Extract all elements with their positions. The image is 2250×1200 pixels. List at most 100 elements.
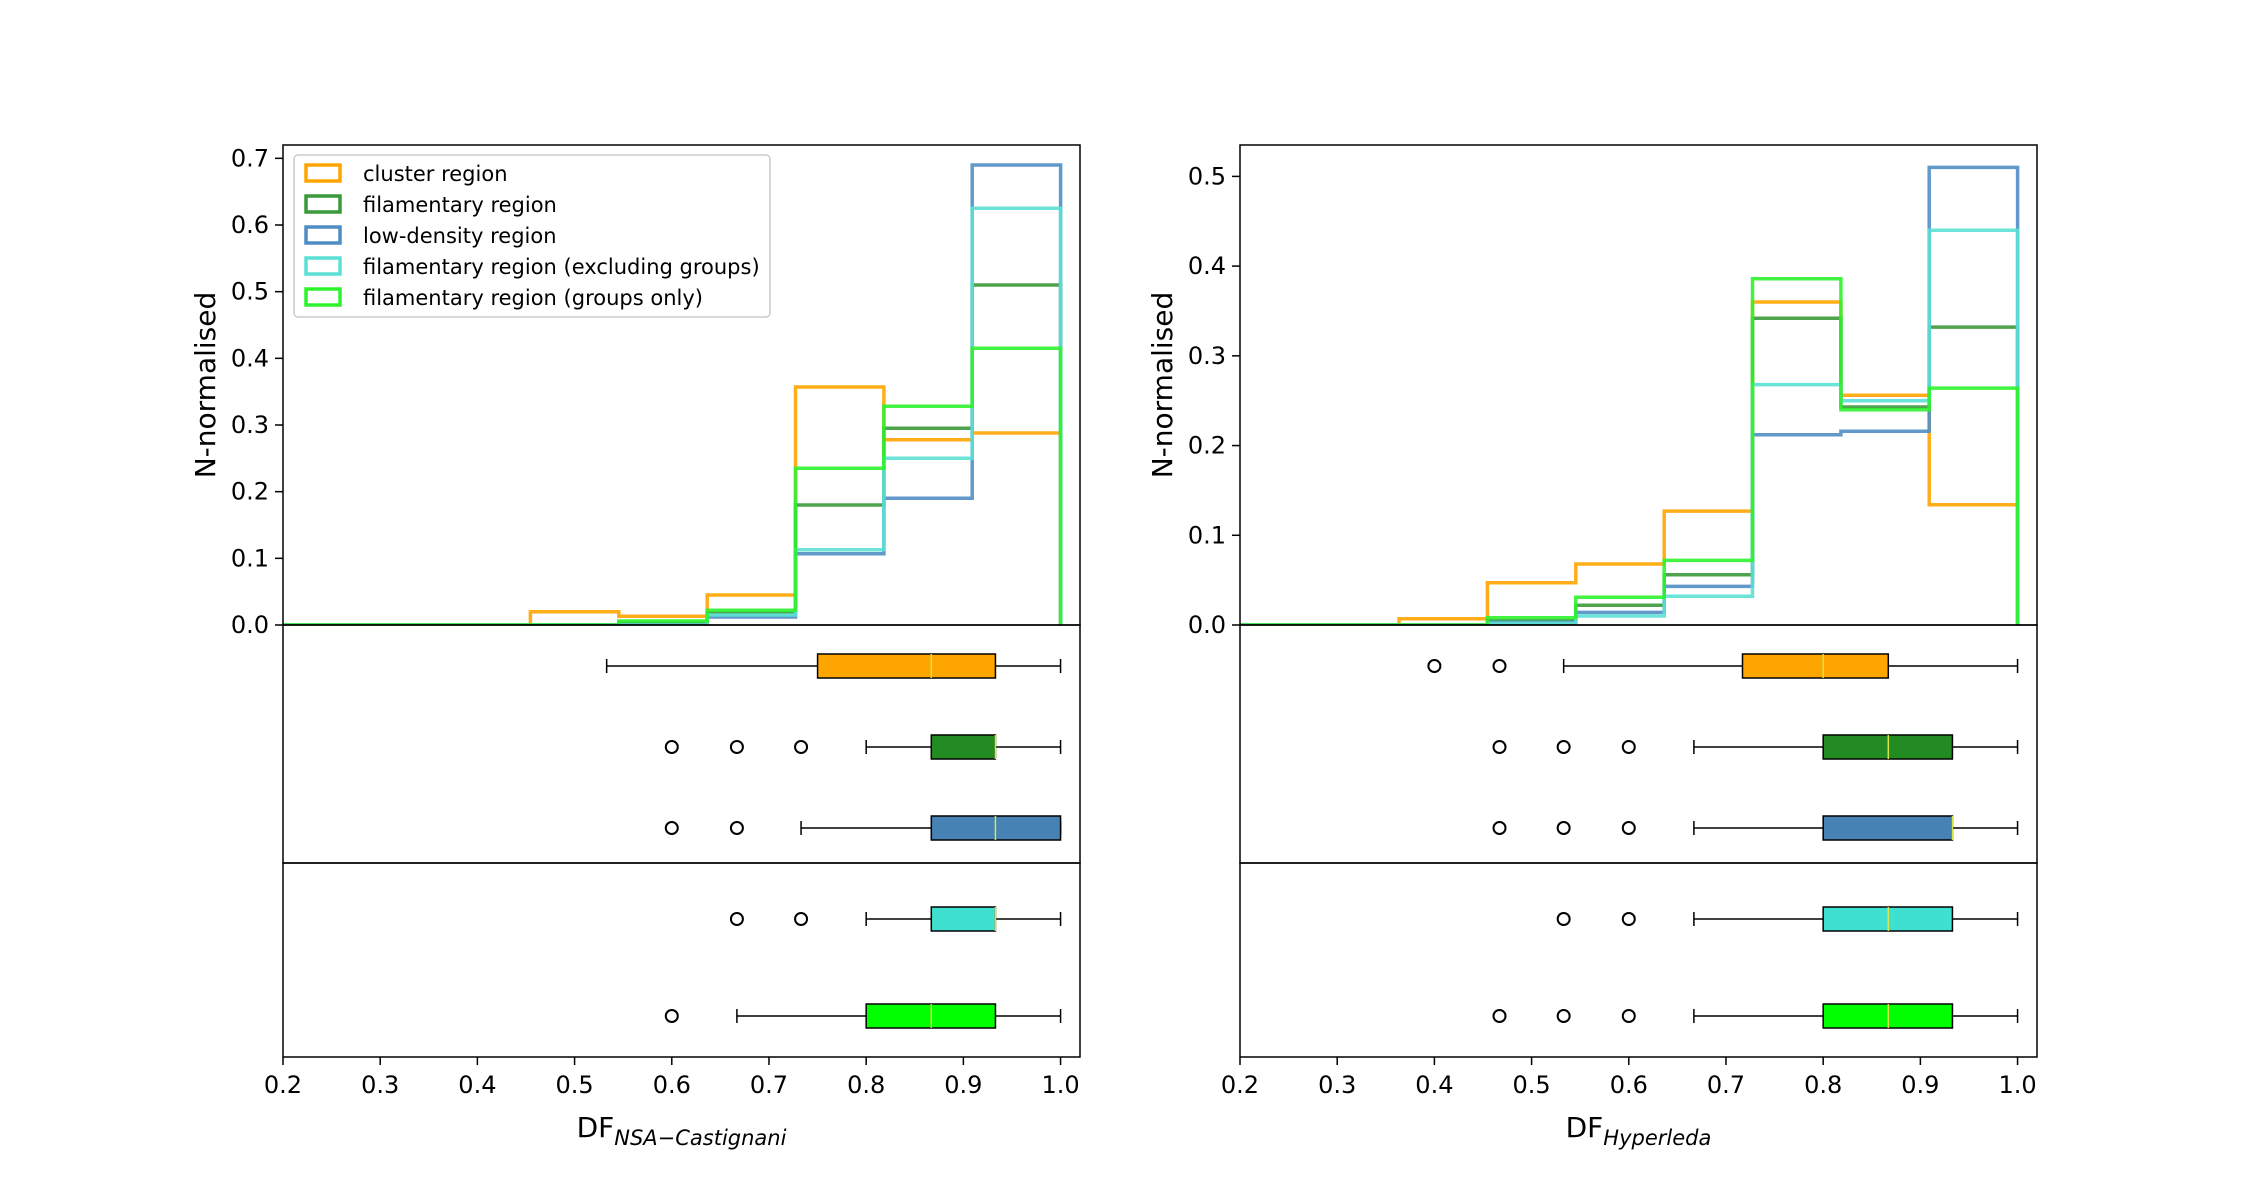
legend-label-1: cluster region bbox=[363, 162, 508, 186]
boxplot-outlier bbox=[1621, 912, 1636, 926]
y-tick-label: 0.0 bbox=[1188, 611, 1226, 639]
legend: cluster region filamentary region low-dens… bbox=[293, 154, 771, 318]
boxplot-lower-frame bbox=[282, 862, 1081, 1058]
boxplot-outlier bbox=[729, 740, 744, 754]
boxplot-lower-2 bbox=[664, 1003, 1062, 1029]
boxplot-outlier bbox=[794, 912, 809, 926]
histogram-series-4 bbox=[1240, 228, 2020, 625]
boxplot-outlier bbox=[664, 821, 679, 835]
boxplot-upper-1 bbox=[1427, 653, 2019, 679]
x-tick-label: 0.7 bbox=[1707, 1071, 1745, 1099]
x-axis-label: DFHyperleda bbox=[1566, 1111, 1712, 1150]
y-tick-label: 0.1 bbox=[1188, 521, 1226, 549]
boxplot-box bbox=[930, 906, 997, 932]
histogram-area bbox=[283, 163, 1063, 625]
boxplot-box bbox=[1741, 653, 1890, 679]
boxplot-outlier bbox=[729, 821, 744, 835]
x-tick-label: 1.0 bbox=[1041, 1071, 1079, 1099]
boxplot-upper-3 bbox=[1492, 815, 2019, 841]
x-tick-label: 0.5 bbox=[555, 1071, 593, 1099]
histogram-area bbox=[1240, 165, 2020, 625]
y-tick-label: 0.2 bbox=[231, 478, 269, 506]
x-tick-label: 0.3 bbox=[1318, 1071, 1356, 1099]
histogram-series-4 bbox=[283, 206, 1063, 625]
x-tick-label: 0.6 bbox=[1610, 1071, 1648, 1099]
x-tick-label: 0.4 bbox=[458, 1071, 496, 1099]
histogram-series-1 bbox=[1240, 300, 2020, 625]
histogram-series-2 bbox=[1240, 316, 2020, 625]
boxplot-outlier bbox=[1556, 740, 1571, 754]
x-tick-label: 0.4 bbox=[1415, 1071, 1453, 1099]
boxplot-outlier bbox=[664, 1009, 679, 1023]
boxplot-outlier bbox=[1556, 912, 1571, 926]
legend-swatch-2 bbox=[304, 194, 342, 214]
y-tick-label: 0.2 bbox=[1188, 432, 1226, 460]
histogram-series-2 bbox=[283, 283, 1063, 625]
x-tick-label: 0.8 bbox=[1804, 1071, 1842, 1099]
histogram-series-5 bbox=[1240, 276, 2020, 625]
histogram-frame bbox=[1239, 144, 2038, 626]
x-tick-label: 0.8 bbox=[847, 1071, 885, 1099]
boxplot-lower-1 bbox=[1556, 906, 2019, 932]
right-panel: 0.0 0.1 0.2 0.3 0.4 0.5 0.2 0.3 0.4 0.5 0.6 0.7 0.8 0… bbox=[1146, 144, 2038, 1150]
x-tick-label: 1.0 bbox=[1998, 1071, 2036, 1099]
y-tick-label: 0.3 bbox=[231, 411, 269, 439]
x-tick-label: 0.3 bbox=[361, 1071, 399, 1099]
boxplot-outlier bbox=[1427, 659, 1442, 673]
x-tick-label: 0.9 bbox=[1901, 1071, 1939, 1099]
x-axis-label-subscript: NSA−Castignani bbox=[614, 1126, 786, 1150]
boxplot-outlier bbox=[1492, 1009, 1507, 1023]
boxplot-lower-frame bbox=[1239, 862, 2038, 1058]
x-tick-label: 0.9 bbox=[944, 1071, 982, 1099]
y-axis-label: N-normalised bbox=[189, 292, 222, 479]
y-tick-label: 0.1 bbox=[231, 544, 269, 572]
x-axis-label-subscript: Hyperleda bbox=[1603, 1126, 1711, 1150]
y-tick-label: 0.7 bbox=[231, 144, 269, 172]
x-tick-label: 0.7 bbox=[750, 1071, 788, 1099]
boxplot-box bbox=[816, 653, 997, 679]
boxplot-outlier bbox=[1556, 821, 1571, 835]
legend-label-4: filamentary region (excluding groups) bbox=[363, 255, 760, 279]
x-axis-label: DFNSA−Castignani bbox=[577, 1111, 787, 1150]
boxplot-upper-1 bbox=[605, 653, 1062, 679]
legend-swatch-5 bbox=[304, 287, 342, 307]
boxplot-outlier bbox=[664, 740, 679, 754]
boxplot-box bbox=[930, 734, 997, 760]
left-panel: 0.0 0.1 0.2 0.3 0.4 0.5 0.6 0.7 0.2 0.3 0.4 0.5 0.6 0… bbox=[189, 144, 1081, 1150]
boxplot-lower-2 bbox=[1492, 1003, 2019, 1029]
y-tick-label: 0.4 bbox=[231, 344, 269, 372]
y-tick-label: 0.5 bbox=[1188, 162, 1226, 190]
y-tick-label: 0.3 bbox=[1188, 342, 1226, 370]
boxplot-upper-2 bbox=[1492, 734, 2019, 760]
legend-swatch-1 bbox=[304, 163, 342, 183]
y-axis-label: N-normalised bbox=[1146, 292, 1179, 479]
legend-label-3: low-density region bbox=[363, 224, 557, 248]
x-tick-label: 0.2 bbox=[1221, 1071, 1259, 1099]
boxplot-outlier bbox=[1492, 659, 1507, 673]
legend-box bbox=[293, 154, 771, 318]
boxplot-upper-2 bbox=[664, 734, 1062, 760]
x-tick-label: 0.6 bbox=[653, 1071, 691, 1099]
histogram-series-1 bbox=[283, 385, 1063, 625]
legend-swatch-3 bbox=[304, 225, 342, 245]
legend-label-5: filamentary region (groups only) bbox=[363, 286, 703, 310]
y-tick-label: 0.4 bbox=[1188, 252, 1226, 280]
boxplot-outlier bbox=[1556, 1009, 1571, 1023]
x-tick-label: 0.5 bbox=[1512, 1071, 1550, 1099]
x-tick-label: 0.2 bbox=[264, 1071, 302, 1099]
y-tick-label: 0.5 bbox=[231, 278, 269, 306]
boxplot-lower-1 bbox=[729, 906, 1062, 932]
y-tick-label: 0.0 bbox=[231, 611, 269, 639]
y-tick-label: 0.6 bbox=[231, 211, 269, 239]
boxplot-outlier bbox=[794, 740, 809, 754]
legend-label-2: filamentary region bbox=[363, 193, 557, 217]
boxplot-outlier bbox=[1492, 821, 1507, 835]
x-axis-label-main: DF bbox=[577, 1111, 615, 1144]
boxplot-outlier bbox=[1621, 740, 1636, 754]
boxplot-outlier bbox=[1621, 821, 1636, 835]
boxplot-outlier bbox=[1492, 740, 1507, 754]
boxplot-box bbox=[1822, 815, 1954, 841]
boxplot-upper-3 bbox=[664, 815, 1062, 841]
